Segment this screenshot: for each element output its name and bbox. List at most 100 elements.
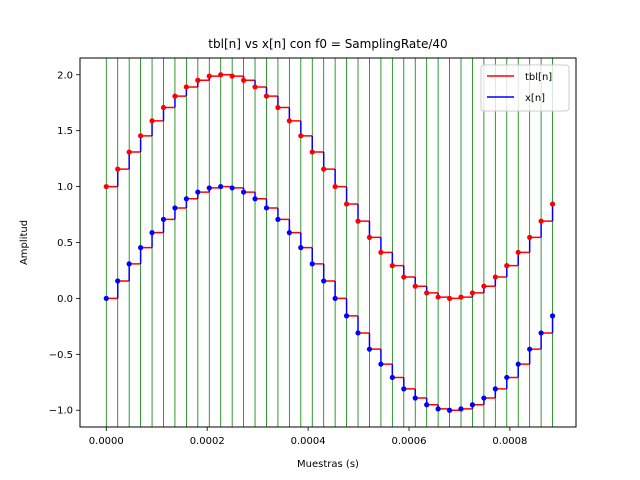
marker-s0-5 — [160, 104, 167, 111]
marker-s1-33 — [481, 395, 487, 401]
marker-s1-35 — [504, 374, 510, 381]
marker-s0-16 — [286, 118, 292, 124]
marker-s0-8 — [195, 77, 201, 83]
marker-s1-5 — [160, 216, 167, 222]
marker-s1-9 — [206, 185, 212, 191]
x-tick-label-0: 0.0000 — [89, 436, 124, 447]
marker-s1-12 — [240, 189, 247, 195]
marker-s1-21 — [343, 313, 350, 319]
marker-s0-15 — [275, 104, 281, 111]
y-tick-label-2: 0.0 — [57, 294, 73, 305]
marker-s1-6 — [172, 205, 178, 211]
marker-s0-18 — [309, 149, 315, 155]
marker-s0-14 — [263, 93, 270, 99]
x-tick-label-1: 0.0002 — [190, 436, 225, 447]
marker-s0-12 — [240, 77, 247, 83]
marker-s1-8 — [195, 189, 201, 195]
x-tick-label-4: 0.0008 — [492, 436, 527, 447]
y-axis-ticks: −1.0 −0.5 0.0 0.5 1.0 1.5 2.0 — [49, 70, 80, 417]
marker-s0-4 — [149, 118, 155, 124]
marker-s0-11 — [229, 73, 235, 79]
marker-s0-37 — [527, 234, 533, 240]
marker-s0-34 — [492, 274, 498, 280]
marker-s0-23 — [366, 234, 373, 240]
marker-s1-4 — [149, 230, 155, 236]
marker-s0-31 — [458, 294, 464, 300]
marker-s1-29 — [435, 406, 441, 412]
marker-s1-19 — [321, 278, 327, 284]
y-tick-label-4: 1.0 — [57, 182, 73, 193]
marker-s1-1 — [115, 278, 121, 284]
marker-s1-13 — [252, 196, 258, 202]
marker-s1-31 — [458, 406, 464, 412]
marker-s1-2 — [126, 261, 132, 267]
legend-label-x: x[n] — [525, 93, 545, 104]
y-tick-label-6: 2.0 — [57, 70, 73, 81]
marker-s0-3 — [138, 133, 144, 139]
marker-s1-30 — [446, 407, 453, 413]
x-axis-ticks: 0.0000 0.0002 0.0004 0.0006 0.0008 — [89, 427, 527, 447]
marker-s1-18 — [309, 261, 315, 267]
marker-s1-3 — [138, 245, 144, 251]
y-tick-label-3: 0.5 — [57, 238, 73, 249]
marker-s0-28 — [424, 290, 430, 296]
marker-s0-39 — [549, 201, 556, 207]
y-tick-label-1: −0.5 — [49, 350, 73, 361]
marker-s1-20 — [332, 295, 338, 302]
y-tick-label-0: −1.0 — [49, 406, 73, 417]
x-tick-label-3: 0.0006 — [392, 436, 427, 447]
marker-s1-14 — [263, 205, 270, 211]
marker-s0-0 — [103, 183, 109, 190]
marker-s0-6 — [172, 93, 178, 99]
x-axis-label: Muestras (s) — [297, 459, 359, 470]
marker-s0-38 — [538, 218, 544, 224]
legend: tbl[n] x[n] — [480, 64, 570, 112]
marker-s0-25 — [389, 263, 395, 269]
marker-s0-2 — [126, 149, 132, 155]
marker-s0-29 — [435, 294, 441, 300]
step-horizontal-0 — [106, 74, 553, 300]
marker-s0-21 — [343, 201, 350, 207]
marker-s0-10 — [218, 72, 224, 78]
marker-s1-24 — [378, 361, 384, 367]
marker-s1-36 — [515, 361, 521, 367]
marker-s0-17 — [298, 133, 304, 139]
y-tick-label-5: 1.5 — [57, 126, 73, 137]
marker-s1-38 — [538, 330, 544, 336]
y-axis-label: Amplitud — [19, 220, 30, 265]
marker-s1-16 — [286, 230, 292, 236]
marker-s0-24 — [378, 249, 384, 255]
marker-s1-10 — [218, 183, 224, 190]
marker-s0-33 — [481, 283, 487, 289]
marker-s1-22 — [355, 330, 361, 336]
marker-s0-35 — [504, 263, 510, 269]
marker-s0-1 — [115, 166, 121, 172]
marker-s1-26 — [401, 386, 407, 392]
marker-s0-9 — [206, 73, 212, 79]
marker-s0-30 — [446, 295, 453, 302]
data-markers — [103, 72, 556, 413]
marker-s1-23 — [366, 346, 373, 352]
marker-s0-7 — [183, 84, 189, 90]
marker-s1-28 — [424, 402, 430, 408]
marker-s0-26 — [401, 274, 407, 280]
marker-s0-20 — [332, 183, 338, 190]
marker-s1-11 — [229, 185, 235, 191]
marker-s1-0 — [103, 295, 109, 302]
marker-s1-34 — [492, 386, 498, 392]
marker-s0-19 — [321, 166, 327, 172]
chart-title: tbl[n] vs x[n] con f0 = SamplingRate/40 — [208, 37, 447, 51]
marker-s1-7 — [183, 196, 189, 202]
marker-s0-32 — [469, 290, 476, 296]
grid-lines — [105, 58, 553, 427]
marker-s1-27 — [412, 395, 418, 401]
marker-s0-36 — [515, 249, 521, 255]
marker-s0-13 — [252, 84, 258, 90]
marker-s1-32 — [469, 402, 476, 408]
marker-s0-27 — [412, 283, 418, 289]
step-horizontal-1 — [106, 185, 553, 411]
marker-s1-17 — [298, 245, 304, 251]
marker-s1-15 — [275, 216, 281, 222]
marker-s0-22 — [355, 218, 361, 224]
